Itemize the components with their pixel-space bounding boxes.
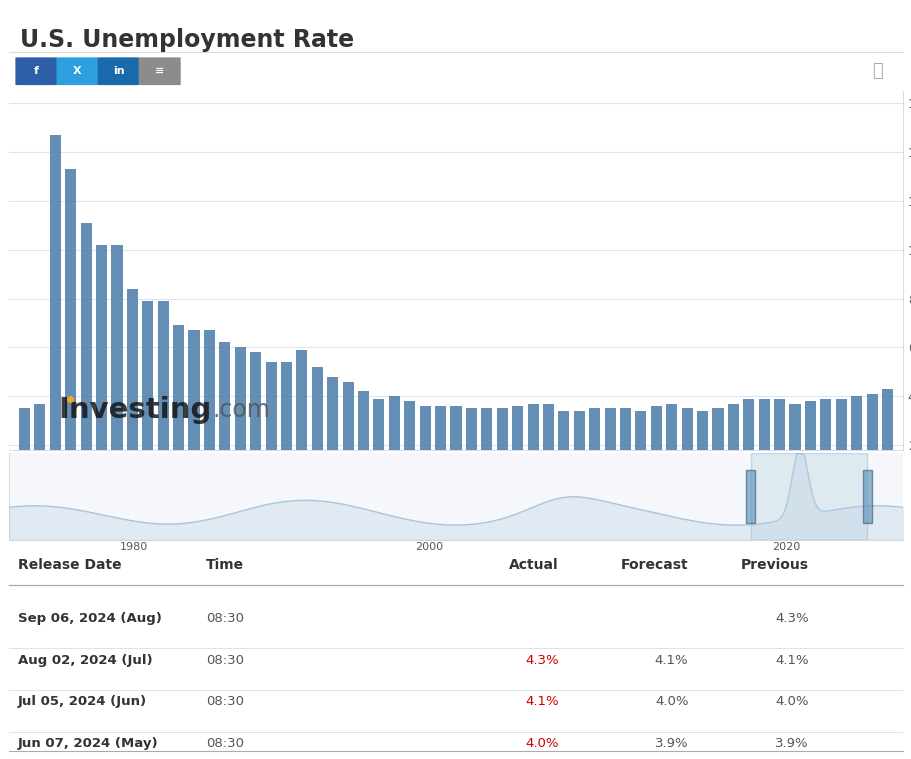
Bar bbox=[312, 367, 322, 494]
Bar bbox=[789, 404, 800, 494]
Bar bbox=[512, 406, 523, 494]
Bar bbox=[865, 394, 876, 494]
Bar bbox=[696, 411, 707, 494]
Bar bbox=[711, 408, 722, 494]
Text: 4.0%: 4.0% bbox=[654, 695, 688, 708]
Text: in: in bbox=[113, 66, 124, 76]
Text: 4.3%: 4.3% bbox=[774, 612, 808, 625]
Text: Actual: Actual bbox=[508, 558, 558, 572]
Bar bbox=[862, 470, 871, 524]
Text: 08:30: 08:30 bbox=[206, 695, 243, 708]
Bar bbox=[343, 382, 353, 494]
Bar bbox=[388, 396, 399, 494]
Bar bbox=[558, 411, 568, 494]
Bar bbox=[250, 352, 261, 494]
Bar bbox=[142, 301, 153, 494]
Bar bbox=[881, 389, 892, 494]
Text: 08:30: 08:30 bbox=[206, 737, 243, 750]
Bar bbox=[127, 288, 138, 494]
FancyBboxPatch shape bbox=[15, 58, 57, 85]
Bar bbox=[466, 408, 476, 494]
Text: 08:30: 08:30 bbox=[206, 612, 243, 625]
Text: 3.9%: 3.9% bbox=[654, 737, 688, 750]
Bar bbox=[742, 398, 753, 494]
Bar bbox=[358, 392, 369, 494]
Text: Time: Time bbox=[206, 558, 243, 572]
Text: Previous: Previous bbox=[741, 558, 808, 572]
Bar bbox=[111, 245, 122, 494]
Text: 4.3%: 4.3% bbox=[525, 653, 558, 666]
Bar bbox=[80, 223, 92, 494]
Bar bbox=[219, 342, 230, 494]
Bar bbox=[481, 408, 492, 494]
Bar bbox=[189, 330, 200, 494]
Bar bbox=[265, 362, 276, 494]
Bar bbox=[496, 408, 507, 494]
Bar bbox=[35, 404, 46, 494]
Bar bbox=[373, 398, 384, 494]
Bar bbox=[542, 404, 553, 494]
Text: Forecast: Forecast bbox=[620, 558, 688, 572]
Text: ≡: ≡ bbox=[155, 66, 164, 76]
Bar bbox=[281, 362, 292, 494]
FancyBboxPatch shape bbox=[138, 58, 180, 85]
Bar bbox=[573, 411, 584, 494]
Text: Jun 07, 2024 (May): Jun 07, 2024 (May) bbox=[18, 737, 159, 750]
Bar bbox=[158, 301, 169, 494]
Bar bbox=[665, 404, 677, 494]
Bar bbox=[419, 406, 430, 494]
Text: Release Date: Release Date bbox=[18, 558, 121, 572]
Bar bbox=[19, 408, 30, 494]
FancyBboxPatch shape bbox=[56, 58, 98, 85]
Text: 4.0%: 4.0% bbox=[774, 695, 808, 708]
Text: Aug 02, 2024 (Jul): Aug 02, 2024 (Jul) bbox=[18, 653, 152, 666]
Bar bbox=[750, 453, 866, 540]
Text: ⎙: ⎙ bbox=[872, 62, 882, 80]
Bar bbox=[804, 401, 815, 494]
Text: 4.1%: 4.1% bbox=[654, 653, 688, 666]
Bar bbox=[527, 404, 538, 494]
Bar bbox=[96, 245, 107, 494]
Bar bbox=[619, 408, 630, 494]
Text: f: f bbox=[34, 66, 39, 76]
Text: 4.1%: 4.1% bbox=[774, 653, 808, 666]
Bar bbox=[327, 376, 338, 494]
Bar bbox=[727, 404, 738, 494]
Bar bbox=[204, 330, 215, 494]
Bar bbox=[589, 408, 599, 494]
Bar bbox=[173, 326, 184, 494]
Bar bbox=[834, 398, 845, 494]
Bar bbox=[234, 348, 246, 494]
Text: 4.0%: 4.0% bbox=[525, 737, 558, 750]
Bar bbox=[746, 470, 754, 524]
Bar bbox=[773, 398, 784, 494]
Text: .com: .com bbox=[212, 398, 271, 423]
Text: Jul 05, 2024 (Jun): Jul 05, 2024 (Jun) bbox=[18, 695, 147, 708]
Bar bbox=[819, 398, 831, 494]
Text: Sep 06, 2024 (Aug): Sep 06, 2024 (Aug) bbox=[18, 612, 162, 625]
Bar bbox=[50, 135, 61, 494]
Bar bbox=[635, 411, 646, 494]
Text: 4.1%: 4.1% bbox=[525, 695, 558, 708]
Bar bbox=[604, 408, 615, 494]
Bar bbox=[404, 401, 415, 494]
Text: X: X bbox=[73, 66, 82, 76]
Text: 08:30: 08:30 bbox=[206, 653, 243, 666]
Text: U.S. Unemployment Rate: U.S. Unemployment Rate bbox=[20, 28, 353, 52]
Bar bbox=[435, 406, 445, 494]
Bar bbox=[850, 396, 861, 494]
Text: 3.9%: 3.9% bbox=[774, 737, 808, 750]
Text: Investing: Investing bbox=[58, 396, 211, 424]
Bar bbox=[66, 169, 77, 494]
Bar bbox=[450, 406, 461, 494]
Bar bbox=[681, 408, 692, 494]
Bar bbox=[650, 406, 661, 494]
Bar bbox=[296, 350, 307, 494]
Bar bbox=[758, 398, 769, 494]
FancyBboxPatch shape bbox=[97, 58, 139, 85]
